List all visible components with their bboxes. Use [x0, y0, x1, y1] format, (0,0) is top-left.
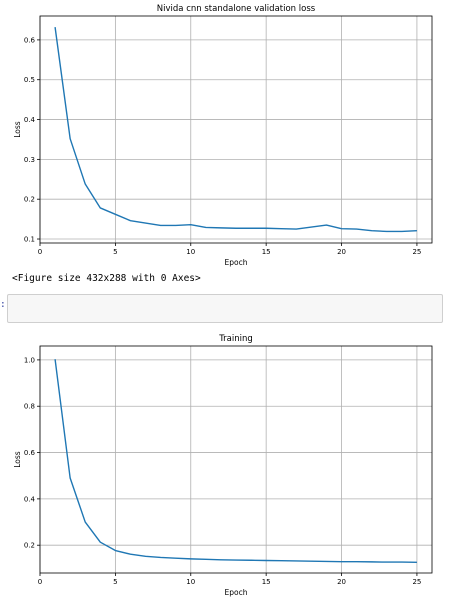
code-token: loss_data = {	[12, 322, 86, 323]
validation-title: Nivida cnn standalone validation loss	[157, 4, 316, 14]
code-token: 0	[172, 322, 178, 323]
validation-y-axis-label: Loss	[13, 121, 22, 138]
validation-x-tick-label: 20	[337, 248, 346, 256]
training-y-tick-label: 0.6	[24, 449, 36, 457]
training-x-tick-label: 25	[412, 578, 421, 586]
code-token: 'label'	[195, 322, 235, 323]
code-token: :	[235, 322, 246, 323]
validation-y-tick-label: 0.2	[24, 196, 35, 204]
training-x-tick-label: 5	[113, 578, 117, 586]
training-x-tick-label: 0	[38, 578, 42, 586]
code-token: :	[332, 322, 343, 323]
validation-y-tick-label: 0.5	[24, 76, 35, 84]
training-y-tick-label: 0.2	[24, 542, 35, 550]
validation-x-tick-label: 10	[186, 248, 195, 256]
training-loss-chart: Training 0 5 10 15 20 25 0.2 0.4 0.6 0.8 1.0 Epoch Lo…	[13, 334, 433, 597]
validation-y-tick-label: 0.3	[24, 156, 35, 164]
training-loss-line	[54, 359, 417, 564]
training-x-tick-label: 10	[186, 578, 195, 586]
code-cell[interactable]: loss_data = {'data': losses[0], 'label':…	[7, 294, 443, 323]
training-x-tick-label: 20	[337, 578, 346, 586]
figure-size-output: <Figure size 432x288 with 0 Axes>	[12, 273, 201, 284]
validation-y-tick-label: 0.6	[24, 36, 36, 44]
training-x-axis-label: Epoch	[225, 588, 248, 597]
validation-y-tick-label: 0.1	[24, 236, 35, 244]
validation-loss-line	[54, 27, 417, 233]
cell-prompt-marker: :	[0, 299, 6, 310]
training-x-tick-label: 15	[262, 578, 271, 586]
code-token: 'data'	[86, 322, 120, 323]
training-y-axis-label: Loss	[13, 451, 22, 468]
training-y-tick-label: 1.0	[24, 356, 35, 364]
code-token: 1.0	[344, 322, 361, 323]
validation-plot-frame	[39, 15, 433, 244]
code-token: ,	[281, 322, 292, 323]
code-token: }	[361, 322, 367, 323]
validation-x-tick-label: 5	[113, 248, 117, 256]
validation-y-tick-label: 0.4	[24, 116, 36, 124]
validation-x-axis-label: Epoch	[225, 258, 248, 267]
validation-loss-chart: Nivida cnn standalone validation loss 0 5 1…	[13, 4, 433, 267]
code-token: : losses[	[121, 322, 172, 323]
training-y-tick-label: 0.4	[24, 495, 36, 503]
training-plot-frame	[39, 345, 433, 574]
code-token: 'alpha'	[292, 322, 332, 323]
training-y-tick-label: 0.8	[24, 403, 35, 411]
code-line-1: loss_data = {'data': losses[0], 'label':…	[12, 322, 438, 323]
code-token: ],	[178, 322, 195, 323]
validation-x-tick-label: 0	[38, 248, 42, 256]
training-title: Training	[218, 334, 253, 344]
validation-x-tick-label: 25	[412, 248, 421, 256]
validation-x-tick-label: 15	[262, 248, 271, 256]
code-token: 'Loss'	[247, 322, 281, 323]
